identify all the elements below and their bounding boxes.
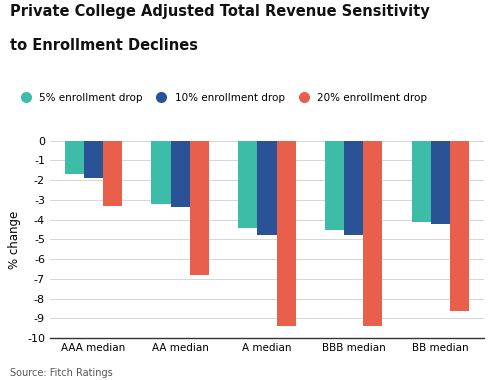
Bar (363, 141, 382, 326)
Bar (412, 141, 431, 222)
Bar (431, 141, 450, 223)
Bar (325, 141, 344, 230)
Text: Source: Fitch Ratings: Source: Fitch Ratings (10, 368, 113, 378)
Bar (84, 141, 103, 178)
Bar (171, 141, 190, 207)
Bar (65, 141, 84, 174)
Text: Private College Adjusted Total Revenue Sensitivity: Private College Adjusted Total Revenue S… (10, 4, 430, 19)
Bar (190, 141, 209, 275)
Legend: 5% enrollment drop, 10% enrollment drop, 20% enrollment drop: 5% enrollment drop, 10% enrollment drop,… (15, 93, 427, 103)
Y-axis label: % change: % change (8, 210, 21, 269)
Bar (152, 141, 171, 204)
Bar (344, 141, 363, 236)
Text: to Enrollment Declines: to Enrollment Declines (10, 38, 198, 53)
Bar (239, 141, 257, 228)
Bar (103, 141, 122, 206)
Bar (276, 141, 295, 326)
Bar (450, 141, 469, 310)
Bar (257, 141, 276, 236)
